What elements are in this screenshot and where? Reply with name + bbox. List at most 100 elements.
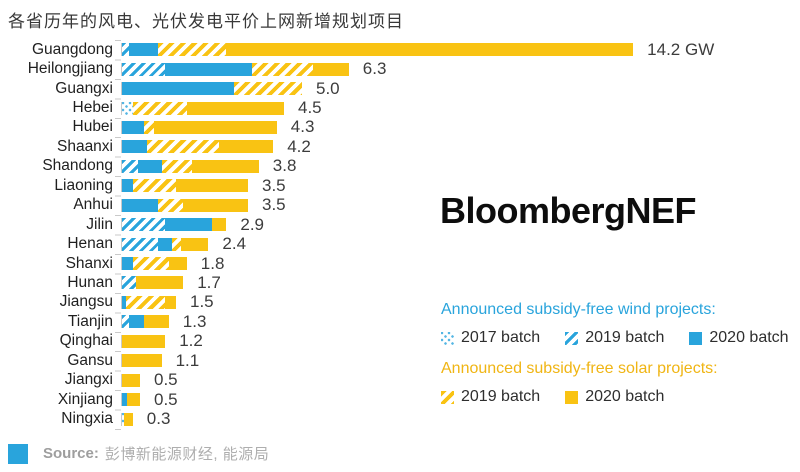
bar-row: Jiangsu 1.5 bbox=[0, 292, 780, 312]
bar-segment-solar-2020 bbox=[312, 62, 349, 76]
bar-segment-wind-2019 bbox=[122, 62, 166, 76]
legend-wind-items: 2017 batch 2019 batch 2020 batch bbox=[441, 329, 789, 347]
value-label: 4.3 bbox=[290, 117, 315, 137]
category-label: Henan bbox=[67, 235, 113, 253]
bar-track: 0.5 bbox=[121, 390, 780, 409]
value-label: 1.2 bbox=[179, 331, 203, 351]
bar-track: 1.8 bbox=[121, 254, 780, 273]
bar-segment-wind-2019 bbox=[122, 315, 130, 329]
bar-track: 3.5 bbox=[121, 195, 780, 214]
bar-row: Liaoning 3.5 bbox=[0, 176, 780, 195]
bar-segment-solar-2020 bbox=[192, 159, 259, 173]
bar-track: 1.3 bbox=[121, 312, 780, 331]
bar-track: 1.2 bbox=[121, 331, 780, 350]
category-label: Heilongjiang bbox=[27, 60, 113, 78]
bar-segment-solar-2019 bbox=[157, 43, 227, 57]
category-label: Tianjin bbox=[67, 312, 113, 330]
bar-segment-wind-2020 bbox=[122, 295, 126, 309]
value-label: 4.5 bbox=[297, 98, 322, 118]
bar-track: 6.3 bbox=[121, 59, 780, 78]
bar-segment-solar-2020 bbox=[127, 393, 140, 407]
bar-track: 0.5 bbox=[121, 370, 780, 389]
bar-segment-wind-2017 bbox=[122, 101, 133, 115]
bar-segment-wind-2020 bbox=[122, 257, 133, 271]
bar-track: 5.0 bbox=[121, 79, 780, 98]
legend-item-label: 2020 batch bbox=[585, 388, 665, 405]
legend-item-label: 2019 batch bbox=[461, 388, 541, 405]
chart-title: 各省历年的风电、光伏发电平价上网新增规划项目 bbox=[8, 12, 404, 31]
value-label: 4.2 bbox=[287, 136, 311, 156]
bar-row: Heilongjiang 6.3 bbox=[0, 59, 780, 78]
bar-segment-wind-2020 bbox=[165, 62, 252, 76]
category-label: Hubei bbox=[72, 118, 114, 136]
category-label: Qinghai bbox=[59, 332, 113, 350]
bar-segment-wind-2020 bbox=[122, 120, 144, 134]
legend-solar-items: 2019 batch 2020 batch bbox=[441, 388, 789, 406]
value-label: 5.0 bbox=[315, 78, 340, 98]
category-label: Liaoning bbox=[54, 176, 113, 194]
value-label: 6.3 bbox=[362, 59, 387, 79]
bar-row: Tianjin 1.3 bbox=[0, 312, 780, 331]
bar-segment-solar-2020 bbox=[143, 315, 169, 329]
bar-row: Guangdong 14.2 GW bbox=[0, 40, 780, 59]
bar-row: Ningxia 0.3 bbox=[0, 409, 780, 428]
bar-track: 3.8 bbox=[121, 156, 780, 175]
bar-track: 1.1 bbox=[121, 351, 780, 370]
bar-row: Anhui 3.5 bbox=[0, 195, 780, 215]
value-label: 2.4 bbox=[222, 234, 247, 254]
value-label: 1.1 bbox=[175, 350, 200, 370]
bar-segment-wind-2017 bbox=[122, 412, 124, 426]
bar-segment-solar-2020 bbox=[219, 140, 274, 154]
bar-segment-solar-2020 bbox=[168, 257, 187, 271]
chart-legend: Announced subsidy-free wind projects: 20… bbox=[441, 301, 789, 419]
legend-item-label: 2020 batch bbox=[709, 329, 789, 346]
axis-ticks bbox=[115, 40, 121, 430]
value-label: 1.5 bbox=[189, 292, 214, 312]
category-label: Xinjiang bbox=[57, 390, 113, 408]
bar-segment-wind-2019 bbox=[122, 276, 137, 290]
value-label: 14.2 GW bbox=[647, 39, 715, 59]
bar-track: 4.5 bbox=[121, 98, 780, 117]
bar-row: Hubei 4.3 bbox=[0, 117, 780, 137]
bar-segment-wind-2020 bbox=[122, 140, 148, 154]
bar-segment-solar-2019 bbox=[147, 140, 220, 154]
legend-item: 2017 batch bbox=[441, 329, 540, 347]
bar-segment-solar-2019 bbox=[143, 120, 155, 134]
value-label: 1.7 bbox=[197, 272, 221, 292]
legend-item: 2019 batch bbox=[441, 388, 540, 406]
bar-segment-solar-2019 bbox=[161, 159, 193, 173]
bar-row: Guangxi 5.0 bbox=[0, 79, 780, 98]
value-label: 2.9 bbox=[240, 214, 265, 234]
bar-segment-solar-2019 bbox=[132, 257, 169, 271]
bar-row: Hebei 4.5 bbox=[0, 98, 780, 117]
bar-segment-solar-2020 bbox=[165, 295, 176, 309]
bar-row: Shandong 3.8 bbox=[0, 156, 780, 176]
bar-segment-wind-2020 bbox=[122, 179, 133, 193]
category-label: Hebei bbox=[72, 99, 114, 117]
source-text: 彭博新能源财经, 能源局 bbox=[104, 446, 270, 463]
source-row: Source: 彭博新能源财经, 能源局 bbox=[8, 443, 269, 464]
category-label: Shandong bbox=[42, 157, 113, 175]
bar-segment-solar-2020 bbox=[122, 334, 166, 348]
bar-track: 14.2 GW bbox=[121, 40, 780, 59]
solar-hatched-swatch-icon bbox=[441, 390, 454, 404]
bar-chart: Guangdong 14.2 GW Heilongjiang 6.3 Guangxi 5.… bbox=[0, 40, 780, 430]
bar-segment-wind-2019 bbox=[122, 237, 158, 251]
bar-segment-wind-2019 bbox=[122, 218, 166, 232]
category-label: Shanxi bbox=[65, 254, 113, 272]
bar-segment-solar-2019 bbox=[251, 62, 313, 76]
solar-solid-swatch-icon bbox=[565, 390, 579, 404]
legend-item: 2020 batch bbox=[565, 388, 664, 406]
category-label: Jiangsu bbox=[59, 293, 113, 311]
legend-item-label: 2017 batch bbox=[461, 329, 541, 346]
bar-segment-solar-2019 bbox=[125, 295, 166, 309]
bar-track: 2.4 bbox=[121, 234, 780, 253]
bar-segment-wind-2020 bbox=[122, 82, 234, 96]
category-label: Ningxia bbox=[61, 410, 113, 428]
bar-row: Shanxi 1.8 bbox=[0, 254, 780, 273]
bar-segment-wind-2020 bbox=[129, 43, 158, 57]
bar-segment-wind-2020 bbox=[122, 198, 158, 212]
bar-segment-solar-2019 bbox=[172, 237, 182, 251]
value-label: 0.5 bbox=[153, 389, 178, 409]
